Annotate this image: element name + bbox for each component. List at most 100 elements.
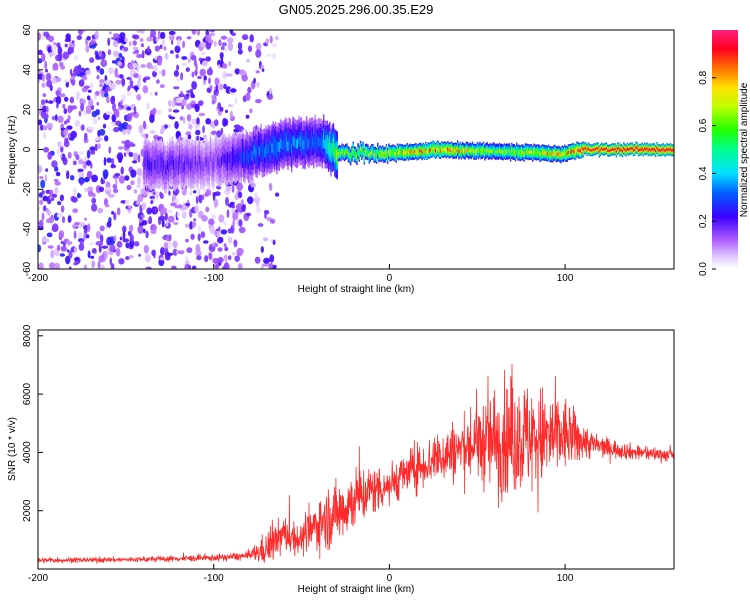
spectrogram-noise-cell (256, 207, 261, 213)
spectrogram-ridge-cell (154, 160, 156, 170)
spectrogram-ridge-cell (516, 149, 518, 153)
spectrogram-ridge-cell (311, 136, 314, 147)
spectrogram-ridge-cell (287, 141, 289, 151)
spectrogram-ridge-cell (308, 139, 310, 150)
spectrogram-noise-cell (238, 226, 246, 234)
spectrogram-ridge-cell (539, 152, 541, 156)
spectrogram-ridge-cell (368, 154, 370, 158)
spectrogram-ridge-cell (530, 150, 533, 154)
spectrogram-noise-cell (200, 42, 207, 48)
spectrogram-noise-cell (109, 82, 116, 90)
spectrogram-noise-cell (215, 84, 219, 93)
spectrogram-noise-cell (136, 94, 142, 101)
spectrogram-noise-cell (168, 108, 172, 113)
spectrogram-noise-cell (186, 90, 193, 94)
spectrogram-noise-cell (78, 30, 84, 36)
spectrogram-noise-cell (53, 262, 61, 269)
spectrogram-noise-cell (181, 105, 185, 110)
spectrogram-ridge-cell (235, 153, 238, 164)
spectrogram-noise-cell (153, 224, 156, 231)
spectrogram-noise-cell (217, 247, 223, 252)
spectrogram-noise-cell (143, 244, 149, 254)
spectrogram-noise-cell (213, 230, 219, 237)
spectrogram-noise-cell (140, 214, 145, 219)
spectrogram-ridge-cell (587, 147, 589, 150)
spectrogram-noise-cell (70, 75, 76, 80)
spectrogram-noise-cell (138, 124, 144, 134)
spectrogram-ridge-cell (384, 153, 386, 157)
spectrogram-noise-cell (86, 36, 91, 41)
spectrogram-noise-cell (132, 34, 140, 40)
spectrogram-noise-cell (91, 105, 95, 110)
spectrogram-ridge-cell (565, 152, 567, 156)
spectrogram-ridge-cell (234, 154, 236, 165)
spectrogram-ridge-cell (593, 147, 595, 151)
spectrogram-ridge-cell (277, 141, 279, 152)
spectrogram-noise-cell (55, 95, 62, 105)
spectrogram-noise-cell (247, 196, 254, 205)
spectrogram-ridge-cell (212, 161, 214, 171)
spectrogram-noise-cell (158, 70, 163, 75)
spectrogram-noise-cell (137, 176, 141, 186)
spectrogram-ridge-cell (591, 149, 593, 152)
spectrogram-noise-cell (136, 168, 143, 176)
spectrogram-noise-cell (83, 232, 87, 241)
spectrogram-ridge-cell (572, 149, 574, 153)
spectrogram-noise-cell (137, 74, 142, 81)
spectrogram-ridge-cell (186, 155, 188, 165)
spectrogram-ridge-cell (385, 150, 388, 154)
snr-x-axis-title: Height of straight line (km) (298, 584, 415, 595)
spectrogram-noise-cell (266, 53, 272, 57)
spectrogram-ridge-cell (363, 154, 365, 159)
spectrogram-ridge-cell (161, 161, 164, 172)
spectrogram-noise-cell (74, 55, 78, 61)
spectrogram-ridge-cell (243, 152, 245, 163)
spectrogram-noise-cell (174, 45, 181, 54)
spectrogram-ridge-cell (592, 149, 594, 152)
spectrogram-ridge-cell (566, 152, 568, 156)
spectrogram-ridge-cell (575, 149, 577, 154)
spectrogram-noise-cell (141, 202, 147, 210)
spectrogram-ridge-cell (450, 147, 453, 151)
spectrogram-noise-cell (149, 114, 155, 124)
spectrogram-ridge-cell (630, 147, 632, 150)
spectrogram-noise-cell (232, 218, 235, 228)
spectrogram-noise-cell (86, 223, 91, 233)
spectrogram-noise-cell (115, 113, 120, 118)
spectrogram-noise-cell (38, 219, 44, 228)
spectrogram-noise-cell (185, 255, 189, 262)
spectrogram-noise-cell (158, 258, 165, 267)
spectrogram-ridge-cell (453, 149, 455, 153)
spectrogram-noise-cell (184, 223, 189, 228)
spectrogram-noise-cell (168, 30, 176, 36)
spectrogram-noise-cell (106, 96, 110, 104)
spectrogram-noise-cell (78, 110, 82, 117)
spectrogram-ridge-cell (271, 143, 273, 153)
spectrogram-noise-cell (126, 106, 132, 111)
spectrogram-ridge-cell (485, 149, 487, 153)
spectrogram-noise-cell (231, 204, 235, 209)
spectrogram-noise-cell (222, 266, 227, 269)
spectrogram-noise-cell (221, 42, 227, 47)
spectrogram-noise-cell (181, 62, 187, 66)
spectrogram-noise-cell (127, 207, 131, 211)
spectrogram-noise-cell (181, 188, 187, 196)
spectrogram-noise-cell (50, 197, 55, 201)
spectrogram-noise-cell (77, 168, 84, 172)
spectrogram-noise-cell (41, 212, 45, 221)
spectrogram-noise-cell (107, 37, 111, 46)
spectrogram-noise-cell (232, 251, 236, 256)
spectrogram-ridge-cell (158, 160, 160, 170)
spectrogram-noise-cell (218, 39, 222, 47)
spectrogram-noise-cell (213, 95, 217, 104)
spectrogram-ridge-cell (404, 151, 406, 155)
spectrogram-noise-cell (196, 255, 202, 261)
spectrogram-noise-cell (163, 247, 169, 253)
spectrogram-noise-cell (113, 212, 117, 221)
spectrogram-noise-cell (172, 240, 178, 249)
spectrogram-noise-cell (153, 64, 158, 73)
spectrogram-ridge-cell (359, 147, 362, 151)
spectrogram-noise-cell (126, 124, 132, 131)
spectrogram-noise-cell (263, 257, 270, 264)
spectrogram-noise-cell (62, 103, 66, 109)
